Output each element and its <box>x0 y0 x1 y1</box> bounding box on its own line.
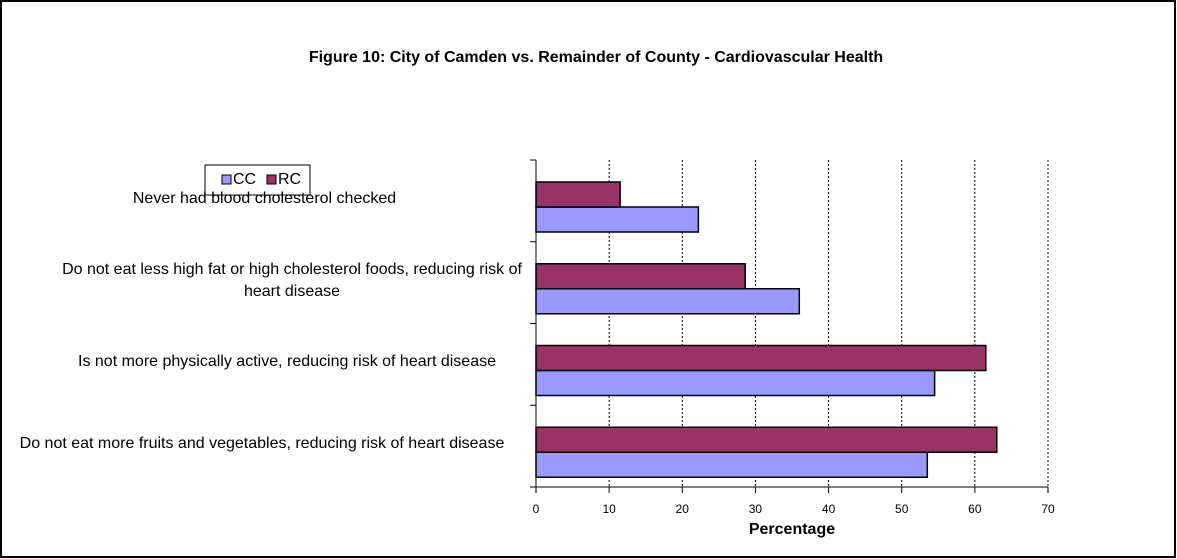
x-tick-label: 10 <box>602 502 616 516</box>
legend-label: CC <box>233 171 256 188</box>
x-tick-label: 70 <box>1041 502 1055 516</box>
y-tick-label: Do not eat more fruits and vegetables, r… <box>19 435 505 453</box>
y-tick-label: Do not eat less high fat or high cholest… <box>62 260 522 300</box>
x-tick-label: 50 <box>895 502 909 516</box>
y-tick-label: Never had blood cholesterol checked <box>132 189 397 207</box>
x-tick-label: 30 <box>749 502 763 516</box>
legend-swatch <box>221 174 232 185</box>
x-tick-label: 60 <box>968 502 982 516</box>
bar <box>535 206 700 233</box>
x-tick-label: 40 <box>822 502 836 516</box>
bar <box>535 451 929 478</box>
bar <box>535 344 987 372</box>
bar <box>535 426 998 453</box>
chart-title: Figure 10: City of Camden vs. Remainder … <box>309 49 883 66</box>
bar <box>535 369 936 397</box>
y-tick-label: Is not more physically active, reducing … <box>78 353 496 371</box>
x-tick-label: 0 <box>533 502 540 516</box>
bar <box>535 288 801 315</box>
bar <box>535 263 746 290</box>
x-tick-label: 20 <box>676 502 690 516</box>
x-axis-label: Percentage <box>749 521 835 538</box>
bar <box>535 181 621 208</box>
legend-label: RC <box>278 171 301 188</box>
legend-swatch <box>266 174 277 185</box>
legend-box <box>204 164 311 196</box>
